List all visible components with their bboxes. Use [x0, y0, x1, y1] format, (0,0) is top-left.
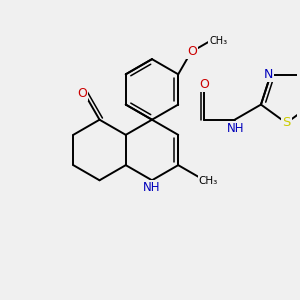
Text: O: O: [200, 78, 209, 91]
Text: O: O: [187, 46, 197, 59]
Text: CH₃: CH₃: [199, 176, 218, 186]
Text: CH₃: CH₃: [209, 36, 227, 46]
Text: NH: NH: [227, 122, 244, 135]
Text: NH: NH: [143, 182, 161, 194]
Text: O: O: [77, 87, 87, 100]
Text: S: S: [282, 116, 290, 130]
Text: N: N: [264, 68, 273, 81]
